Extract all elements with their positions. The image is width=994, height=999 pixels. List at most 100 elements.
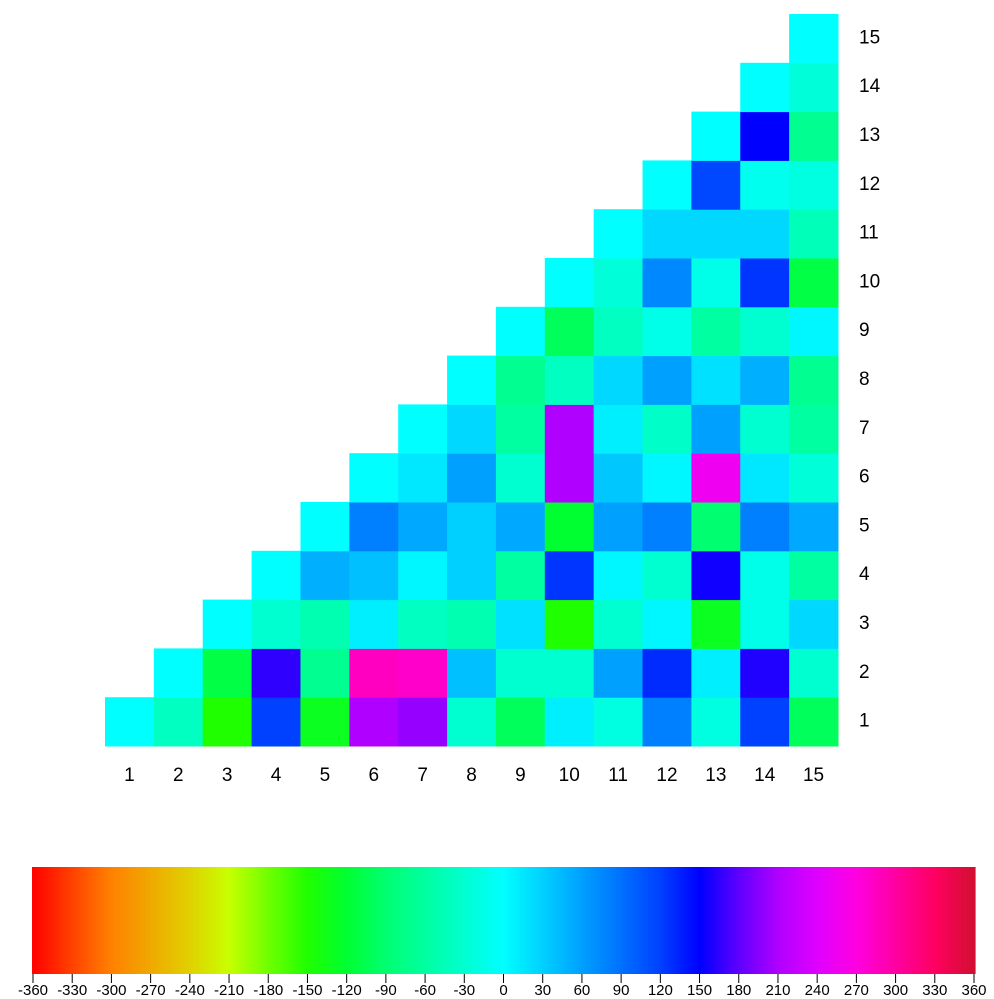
heatmap-cell <box>643 307 692 356</box>
heatmap-cell <box>545 404 594 453</box>
colorbar-tick-label: -180 <box>253 982 283 999</box>
heatmap-cell <box>349 600 398 649</box>
y-tick-label: 3 <box>859 613 870 634</box>
heatmap-cell <box>398 600 447 649</box>
heatmap-cell <box>496 648 545 697</box>
heatmap-cell <box>691 160 740 209</box>
colorbar-segment <box>972 867 976 974</box>
heatmap-cell <box>545 551 594 600</box>
heatmap-cell <box>740 160 789 209</box>
heatmap-cell <box>789 258 838 307</box>
heatmap-cell <box>447 453 496 502</box>
x-tick-label: 2 <box>173 765 184 786</box>
colorbar-tick-label: 270 <box>844 982 869 999</box>
heatmap-cell <box>691 112 740 161</box>
heatmap-cell <box>740 648 789 697</box>
y-tick-label: 2 <box>859 662 870 683</box>
colorbar-tick-label: 360 <box>961 982 986 999</box>
heatmap-cell <box>789 697 838 746</box>
x-tick-label: 9 <box>515 765 526 786</box>
heatmap-cell <box>789 14 838 63</box>
heatmap-cell <box>691 551 740 600</box>
x-tick-label: 5 <box>320 765 331 786</box>
heatmap-cell <box>545 453 594 502</box>
y-tick-label: 11 <box>859 223 879 244</box>
heatmap-cell <box>545 600 594 649</box>
y-tick-label: 12 <box>859 174 880 195</box>
heatmap-cell <box>740 258 789 307</box>
heatmap-cell <box>398 502 447 551</box>
heatmap-cell <box>300 600 349 649</box>
heatmap-cell <box>300 551 349 600</box>
colorbar-tick-label: 330 <box>922 982 947 999</box>
heatmap-cell <box>643 160 692 209</box>
heatmap-cell <box>691 697 740 746</box>
x-tick-label: 14 <box>754 765 776 786</box>
colorbar-tick-label: 180 <box>726 982 751 999</box>
y-tick-label: 7 <box>859 418 870 439</box>
heatmap-cell <box>740 307 789 356</box>
heatmap-cell <box>496 600 545 649</box>
heatmap-cell <box>105 697 154 746</box>
heatmap-cell <box>594 307 643 356</box>
x-tick-label: 6 <box>368 765 379 786</box>
heatmap-cell <box>594 502 643 551</box>
heatmap-cell <box>594 551 643 600</box>
heatmap-cell <box>447 600 496 649</box>
colorbar-tick-label: -210 <box>214 982 244 999</box>
heatmap-cell <box>789 600 838 649</box>
x-tick-label: 3 <box>222 765 233 786</box>
heatmap-cell <box>789 356 838 405</box>
heatmap-cell <box>691 600 740 649</box>
heatmap-cell <box>691 648 740 697</box>
x-tick-label: 4 <box>271 765 282 786</box>
heatmap-cell <box>643 697 692 746</box>
heatmap-cell <box>447 697 496 746</box>
heatmap-cell <box>740 502 789 551</box>
chart: 1234567891011121314151234567891011121314… <box>0 0 994 999</box>
y-tick-label: 1 <box>859 711 870 732</box>
heatmap-cell <box>398 551 447 600</box>
heatmap-cell <box>691 209 740 258</box>
heatmap-cell <box>545 648 594 697</box>
x-tick-label: 7 <box>417 765 428 786</box>
heatmap-cell <box>643 356 692 405</box>
colorbar-tick-label: -300 <box>96 982 126 999</box>
heatmap-cell <box>594 648 643 697</box>
heatmap-cell <box>349 453 398 502</box>
colorbar-tick-label: 300 <box>883 982 908 999</box>
heatmap-cell <box>496 356 545 405</box>
heatmap-cell <box>300 648 349 697</box>
heatmap-cell <box>252 551 301 600</box>
heatmap-cell <box>594 404 643 453</box>
heatmap-cell <box>789 502 838 551</box>
y-tick-label: 4 <box>859 564 870 585</box>
heatmap-cell <box>643 258 692 307</box>
y-tick-label: 13 <box>859 125 880 146</box>
colorbar-tick-label: -240 <box>175 982 205 999</box>
heatmap-cell <box>594 453 643 502</box>
y-tick-label: 9 <box>859 320 870 341</box>
heatmap-cell <box>447 551 496 600</box>
heatmap-cell <box>496 502 545 551</box>
heatmap-cell <box>740 551 789 600</box>
heatmap-cell <box>300 697 349 746</box>
heatmap-cell <box>740 356 789 405</box>
x-tick-label: 8 <box>466 765 477 786</box>
colorbar-tick-label: -330 <box>57 982 87 999</box>
heatmap-cell <box>691 258 740 307</box>
heatmap-cell <box>203 697 252 746</box>
heatmap-cell <box>398 648 447 697</box>
y-tick-label: 6 <box>859 467 870 488</box>
heatmap-cell <box>740 453 789 502</box>
heatmap-cell <box>398 453 447 502</box>
heatmap-cell <box>740 697 789 746</box>
heatmap-cell <box>398 697 447 746</box>
colorbar-tick-label: 30 <box>534 982 551 999</box>
heatmap-cell <box>252 600 301 649</box>
heatmap-cell <box>447 648 496 697</box>
colorbar-tick-label: 150 <box>687 982 712 999</box>
heatmap-cell <box>594 600 643 649</box>
heatmap-cell <box>496 404 545 453</box>
heatmap-cell <box>300 502 349 551</box>
